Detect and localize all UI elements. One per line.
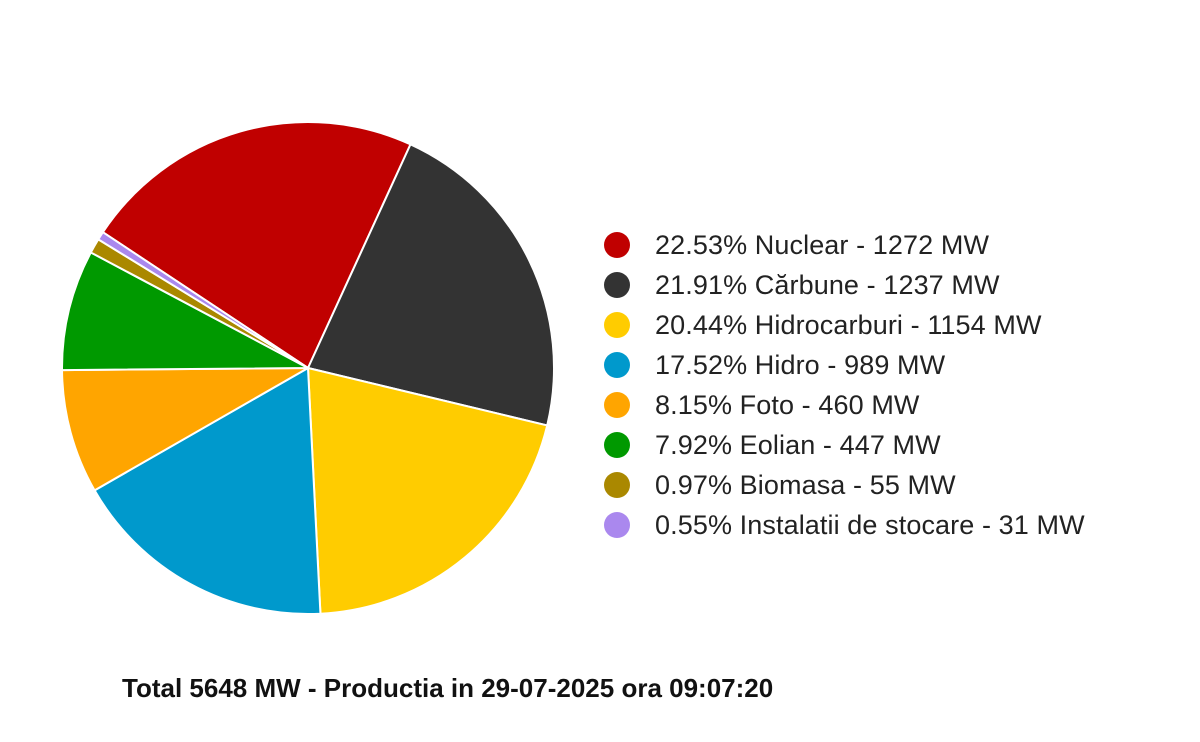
pie-slice-hidro — [93, 367, 322, 616]
legend-swatch-hidrocarburi — [604, 312, 630, 338]
legend-label-hidrocarburi: 20.44% Hidrocarburi - 1154 MW — [655, 309, 1042, 340]
legend-item-nuclear: 22.53% Nuclear - 1272 MW — [604, 225, 1085, 265]
pie-slice-hidrocarburi — [307, 367, 549, 615]
total-production-caption: Total 5648 MW - Productia in 29-07-2025 … — [122, 673, 774, 703]
legend-item-hidro: 17.52% Hidro - 989 MW — [604, 345, 1085, 385]
legend-label-nuclear: 22.53% Nuclear - 1272 MW — [655, 229, 990, 260]
legend-swatch-hidro — [604, 352, 630, 378]
legend-label-hidro: 17.52% Hidro - 989 MW — [655, 349, 946, 380]
legend-label-carbune: 21.91% Cărbune - 1237 MW — [655, 269, 1000, 300]
legend-label-eolian: 7.92% Eolian - 447 MW — [655, 429, 941, 460]
pie-slice-nuclear — [101, 121, 412, 369]
legend-item-foto: 8.15% Foto - 460 MW — [604, 385, 1085, 425]
pie-slice-eolian — [61, 251, 309, 372]
legend-item-instalatii-de-stocare: 0.55% Instalatii de stocare - 31 MW — [604, 505, 1085, 545]
legend-swatch-instalatii-de-stocare — [604, 512, 630, 538]
legend-swatch-eolian — [604, 432, 630, 458]
pie-slice-carbune — [307, 143, 555, 427]
legend-swatch-biomasa — [604, 472, 630, 498]
legend-item-eolian: 7.92% Eolian - 447 MW — [604, 425, 1085, 465]
legend-label-instalatii-de-stocare: 0.55% Instalatii de stocare - 31 MW — [655, 509, 1085, 540]
legend-swatch-foto — [604, 392, 630, 418]
legend-swatch-carbune — [604, 272, 630, 298]
chart-legend: 22.53% Nuclear - 1272 MW 21.91% Cărbune … — [604, 225, 1085, 545]
pie-slice-instalatii-de-stocare — [97, 231, 309, 369]
pie-slices — [61, 121, 555, 616]
legend-item-hidrocarburi: 20.44% Hidrocarburi - 1154 MW — [604, 305, 1085, 345]
legend-label-biomasa: 0.97% Biomasa - 55 MW — [655, 469, 956, 500]
legend-item-carbune: 21.91% Cărbune - 1237 MW — [604, 265, 1085, 305]
legend-item-biomasa: 0.97% Biomasa - 55 MW — [604, 465, 1085, 505]
legend-swatch-nuclear — [604, 232, 630, 258]
pie-slice-foto — [61, 367, 309, 492]
legend-label-foto: 8.15% Foto - 460 MW — [655, 389, 920, 420]
